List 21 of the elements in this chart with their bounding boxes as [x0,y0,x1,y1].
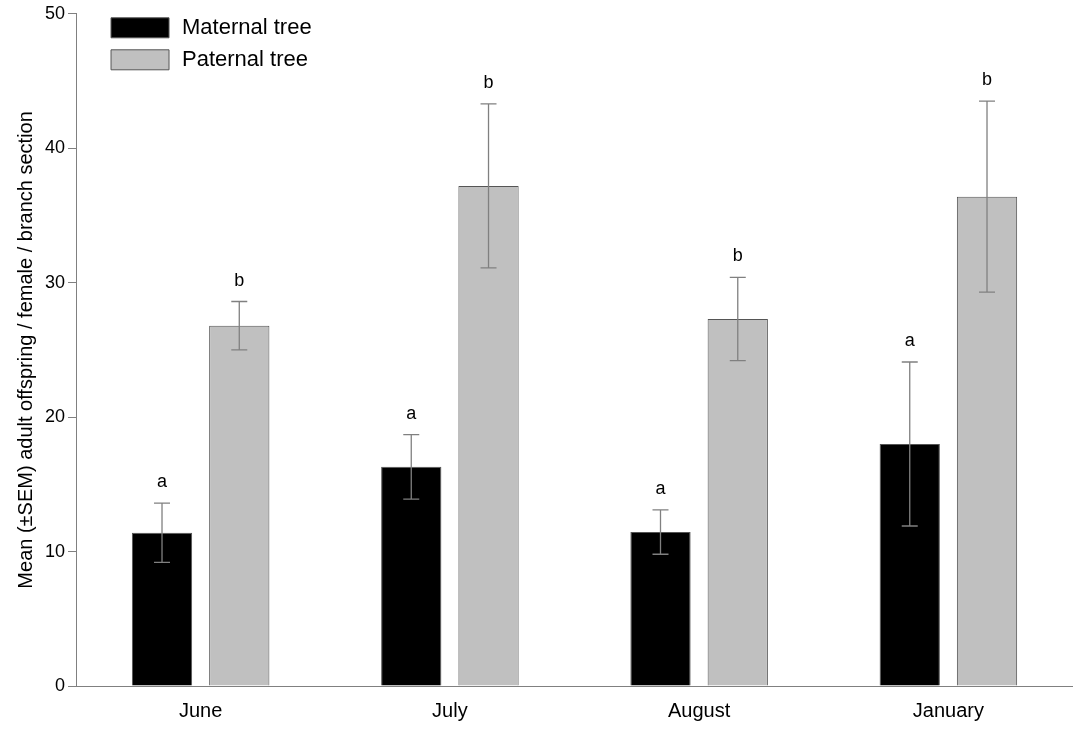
legend-label: Maternal tree [182,13,312,39]
x-tick-label: January [912,698,984,721]
y-tick-label: 30 [44,271,66,292]
y-tick-label: 10 [44,540,66,561]
y-tick-label: 0 [55,674,66,695]
annotation: b [982,69,993,90]
x-tick-label: June [178,698,223,721]
legend-label: Paternal tree [182,45,308,71]
x-tick-label: August [668,698,731,721]
annotation: a [157,471,168,492]
y-tick-label: 40 [44,137,66,158]
y-tick-label: 50 [44,2,66,23]
x-tick-label: July [432,698,468,721]
annotation: b [483,71,494,92]
y-tick-label: 20 [44,406,66,427]
annotation: b [234,269,245,290]
annotation: a [904,330,916,350]
annotation: a [655,477,667,498]
annotation: b [732,245,743,266]
annotation: a [406,402,418,423]
y-axis-title: Mean (±SEM) adult offspring / female / branch section [13,111,36,589]
